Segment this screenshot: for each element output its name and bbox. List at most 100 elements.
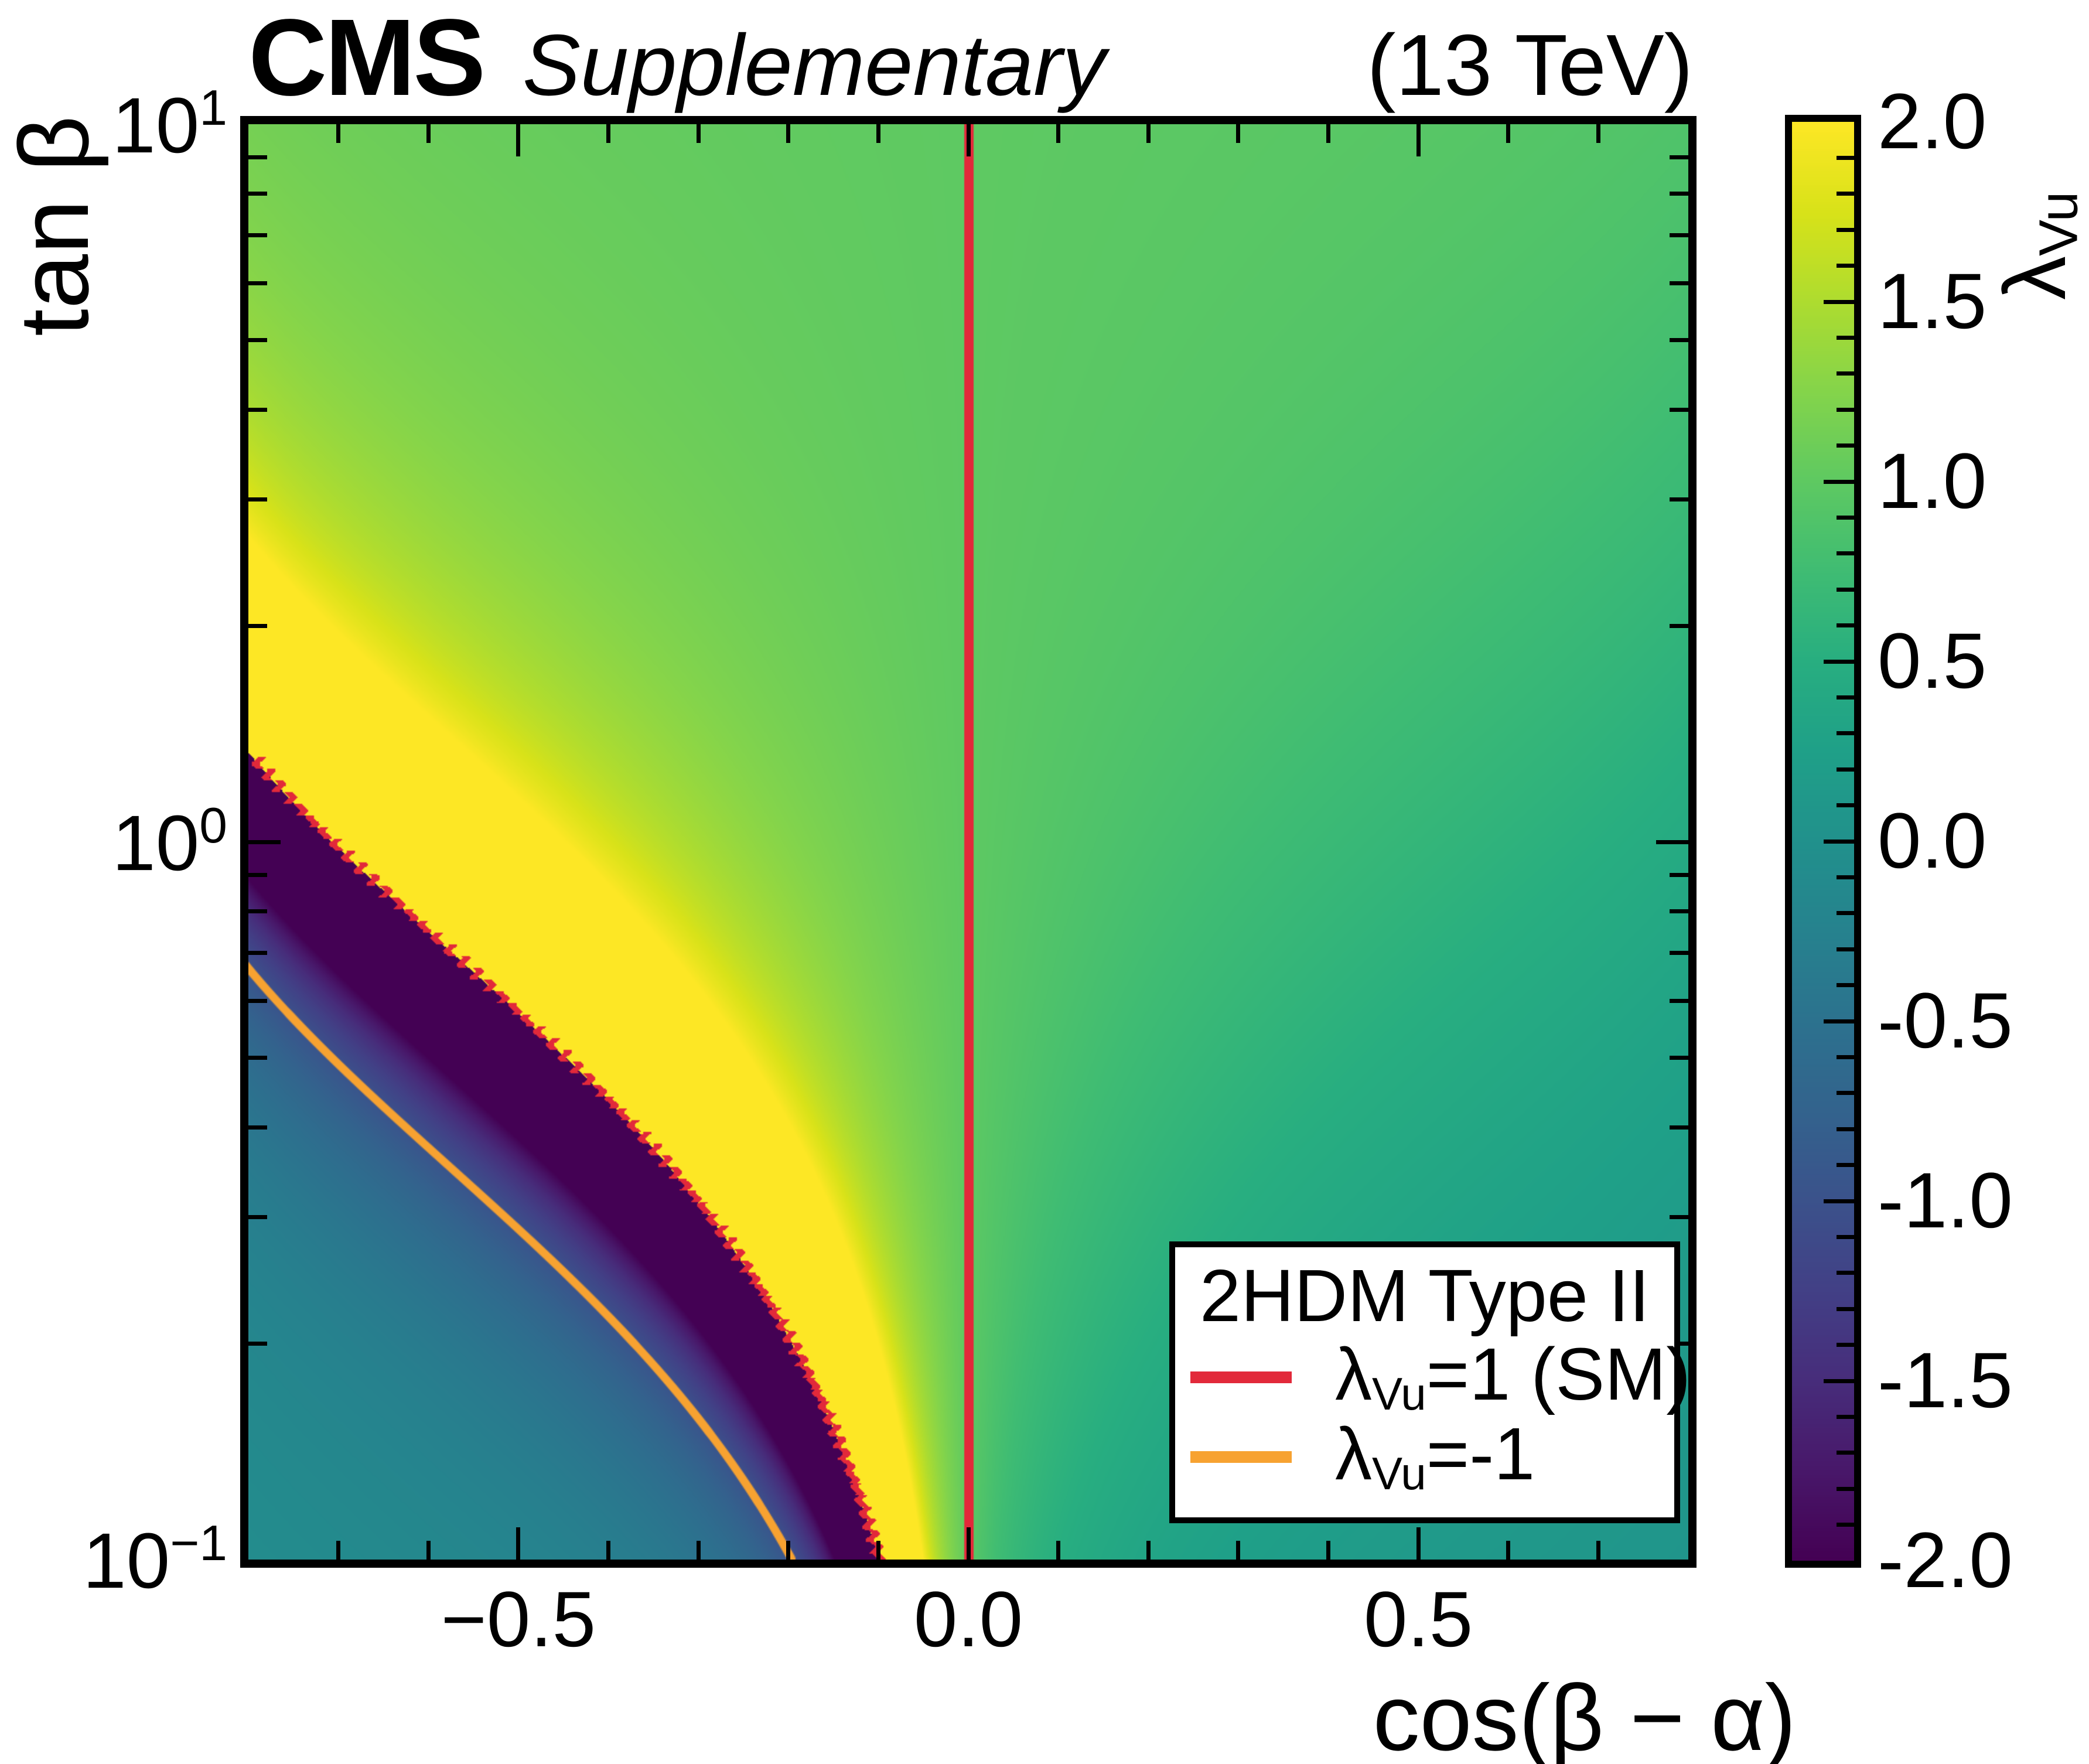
x-minor-tick bbox=[336, 1541, 341, 1560]
y-minor-tick bbox=[248, 281, 267, 286]
colorbar-minor-tick bbox=[1837, 192, 1854, 196]
legend-line-red bbox=[1190, 1371, 1292, 1383]
legend-label-sm: λVu=1 (SM) bbox=[1335, 1333, 1691, 1420]
colorbar-minor-tick bbox=[1837, 155, 1854, 160]
x-minor-tick bbox=[1506, 1541, 1511, 1560]
y-tick-label: 101 bbox=[112, 79, 227, 170]
x-minor-tick bbox=[1596, 124, 1600, 143]
x-tick-label: −0.5 bbox=[441, 1576, 596, 1663]
legend-title: 2HDM Type II bbox=[1200, 1254, 1650, 1337]
y-minor-tick bbox=[248, 999, 267, 1004]
colorbar-major-tick bbox=[1824, 479, 1854, 484]
colorbar-tick-label: -2.0 bbox=[1878, 1517, 2013, 1604]
colorbar-minor-tick bbox=[1837, 947, 1854, 951]
colorbar-minor-tick bbox=[1837, 1234, 1854, 1239]
y-minor-tick bbox=[248, 1125, 267, 1130]
x-tick-label: 0.5 bbox=[1363, 1576, 1473, 1663]
y-minor-tick bbox=[1670, 909, 1688, 914]
y-minor-tick bbox=[1670, 1056, 1688, 1060]
x-major-tick bbox=[516, 1527, 521, 1560]
y-minor-tick bbox=[1670, 407, 1688, 412]
x-tick-label: 0.0 bbox=[913, 1576, 1023, 1663]
y-minor-tick bbox=[248, 872, 267, 877]
x-minor-tick bbox=[1326, 124, 1330, 143]
y-minor-tick bbox=[1670, 281, 1688, 286]
x-minor-tick bbox=[876, 1541, 880, 1560]
y-minor-tick bbox=[248, 1056, 267, 1060]
y-minor-tick bbox=[248, 338, 267, 343]
legend: 2HDM Type II λVu=1 (SM) λVu=-1 bbox=[1169, 1241, 1691, 1523]
y-major-tick bbox=[248, 840, 281, 844]
x-minor-tick bbox=[876, 124, 880, 143]
x-minor-tick bbox=[1056, 124, 1061, 143]
colorbar-major-tick bbox=[1824, 839, 1854, 844]
colorbar-minor-tick bbox=[1837, 767, 1854, 772]
colorbar-minor-tick bbox=[1837, 803, 1854, 808]
colorbar-tick-label: 1.0 bbox=[1878, 438, 1987, 525]
y-major-tick bbox=[1656, 840, 1688, 844]
y-minor-tick bbox=[1670, 1215, 1688, 1220]
x-minor-tick bbox=[1236, 1541, 1241, 1560]
x-minor-tick bbox=[426, 124, 431, 143]
legend-entry-minus-one: λVu=-1 bbox=[1190, 1416, 1535, 1498]
colorbar-tick-label: -0.5 bbox=[1878, 977, 2013, 1064]
y-minor-tick bbox=[1670, 155, 1688, 159]
colorbar-minor-tick bbox=[1837, 1306, 1854, 1311]
x-major-tick bbox=[966, 124, 971, 156]
colorbar bbox=[1785, 115, 1861, 1568]
y-minor-tick bbox=[248, 233, 267, 238]
x-minor-tick bbox=[606, 124, 610, 143]
y-tick-label: 10−1 bbox=[83, 1514, 227, 1605]
colorbar-tick-label: 1.5 bbox=[1878, 258, 1987, 345]
y-minor-tick bbox=[1670, 233, 1688, 238]
y-minor-tick bbox=[248, 1341, 267, 1346]
colorbar-minor-tick bbox=[1837, 443, 1854, 448]
legend-line-orange bbox=[1190, 1451, 1292, 1463]
colorbar-minor-tick bbox=[1837, 1486, 1854, 1491]
colorbar-minor-tick bbox=[1837, 1451, 1854, 1455]
colorbar-minor-tick bbox=[1837, 623, 1854, 628]
y-minor-tick bbox=[1670, 999, 1688, 1004]
colorbar-minor-tick bbox=[1837, 983, 1854, 988]
y-minor-tick bbox=[1670, 872, 1688, 877]
y-minor-tick bbox=[248, 1215, 267, 1220]
x-minor-tick bbox=[426, 1541, 431, 1560]
x-minor-tick bbox=[1146, 124, 1151, 143]
colorbar-major-tick bbox=[1824, 299, 1854, 304]
colorbar-minor-tick bbox=[1837, 587, 1854, 592]
y-minor-tick bbox=[248, 909, 267, 914]
y-minor-tick bbox=[248, 192, 267, 196]
colorbar-major-tick bbox=[1824, 1379, 1854, 1383]
colorbar-major-tick bbox=[1824, 1019, 1854, 1023]
y-minor-tick bbox=[1670, 192, 1688, 196]
colorbar-minor-tick bbox=[1837, 371, 1854, 376]
x-major-tick bbox=[1416, 1527, 1421, 1560]
colorbar-minor-tick bbox=[1837, 227, 1854, 232]
colorbar-axis-title: λVu bbox=[1985, 191, 2089, 300]
colorbar-minor-tick bbox=[1837, 1091, 1854, 1096]
x-major-tick bbox=[516, 124, 521, 156]
x-major-tick bbox=[1416, 124, 1421, 156]
x-minor-tick bbox=[1146, 1541, 1151, 1560]
colorbar-tick-label: 0.0 bbox=[1878, 797, 1987, 885]
colorbar-minor-tick bbox=[1837, 1343, 1854, 1347]
x-minor-tick bbox=[606, 1541, 610, 1560]
colorbar-minor-tick bbox=[1837, 264, 1854, 268]
supplementary-label: Supplementary bbox=[523, 17, 1106, 114]
legend-label-minus-one: λVu=-1 bbox=[1335, 1412, 1535, 1500]
colorbar-minor-tick bbox=[1837, 1271, 1854, 1275]
legend-entry-sm: λVu=1 (SM) bbox=[1190, 1336, 1691, 1418]
colorbar-minor-tick bbox=[1837, 1127, 1854, 1131]
x-minor-tick bbox=[786, 1541, 791, 1560]
y-minor-tick bbox=[1670, 497, 1688, 502]
y-minor-tick bbox=[1670, 1125, 1688, 1130]
x-minor-tick bbox=[696, 124, 701, 143]
experiment-label: CMS bbox=[248, 0, 486, 118]
colorbar-minor-tick bbox=[1837, 1055, 1854, 1059]
y-minor-tick bbox=[248, 951, 267, 956]
colorbar-minor-tick bbox=[1837, 911, 1854, 916]
x-minor-tick bbox=[1596, 1541, 1600, 1560]
x-axis-title: cos(β − α) bbox=[1373, 1665, 1796, 1764]
colorbar-major-tick bbox=[1824, 659, 1854, 664]
